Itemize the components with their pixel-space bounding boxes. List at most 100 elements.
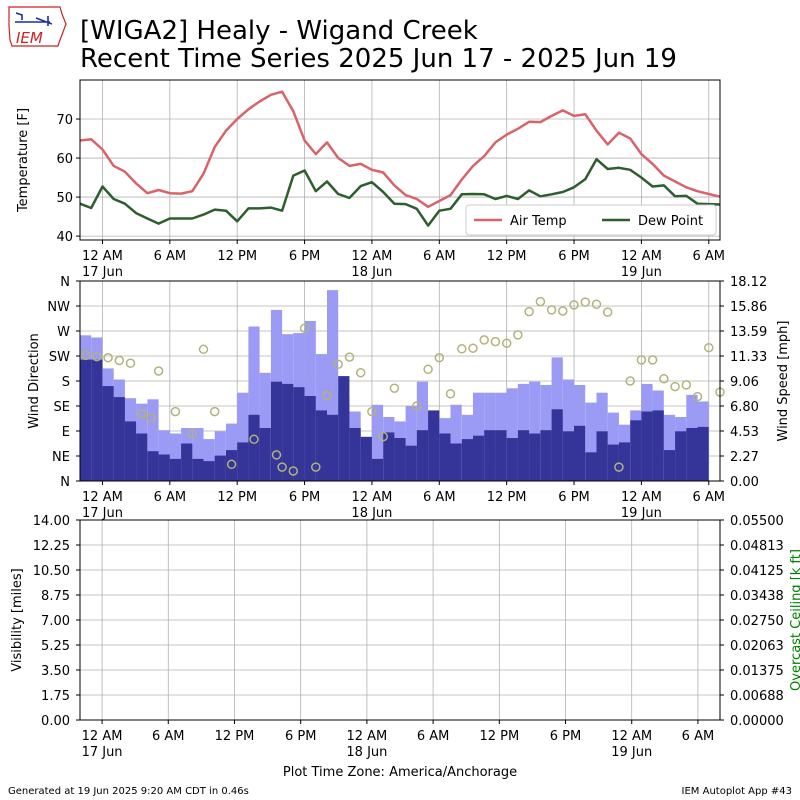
- wind-speed-tick-label: 2.27: [730, 450, 759, 465]
- visibility-tick-label: 14.00: [33, 514, 70, 529]
- wind-speed-bar: [641, 411, 653, 481]
- temperature-plot-frame: [79, 79, 721, 241]
- wind-speed-tick-label: 18.12: [730, 275, 767, 290]
- wind-speed-bar: [383, 432, 395, 481]
- x-tick-label: 6 AM: [682, 729, 715, 744]
- generated-footer: Generated at 19 Jun 2025 9:20 AM CDT in …: [8, 786, 249, 797]
- wind-direction-point: [367, 406, 377, 417]
- wind-speed-axis-label: Wind Speed [mph]: [776, 321, 791, 442]
- x-tick-label: 12 AM: [346, 729, 387, 744]
- wind-speed-bar: [562, 431, 574, 481]
- wind-direction-point: [670, 381, 680, 392]
- dew-point-line: [79, 157, 721, 227]
- wind-direction-point: [187, 429, 198, 439]
- visibility-tick-label: 1.75: [41, 689, 70, 704]
- wind-direction-point: [535, 296, 546, 307]
- wind-direction-tick-label: NW: [47, 300, 70, 315]
- ceiling-tick-label: 0.00000: [730, 714, 784, 729]
- x-tick-label: 6 AM: [152, 729, 185, 744]
- wind-direction-point: [103, 352, 113, 363]
- wind-panel: N NE E SE S SW W NW N 0.00 2.27 4.53 6.80 9.06 11.33 1…: [27, 275, 791, 521]
- wind-speed-bar: [270, 381, 283, 481]
- wind-speed-bar: [259, 428, 271, 481]
- wind-gust-bar: [327, 290, 339, 481]
- wind-speed-bar: [136, 433, 148, 481]
- wind-speed-bar: [596, 431, 608, 481]
- wind-direction-point: [423, 364, 433, 375]
- wind-direction-point: [468, 343, 478, 353]
- wind-direction-point: [681, 380, 692, 390]
- wind-speed-bar: [80, 359, 92, 481]
- wind-direction-tick-label: W: [57, 325, 70, 340]
- x-tick-label: 12 AM: [352, 490, 393, 505]
- temperature-ytick-label: 40: [56, 230, 73, 245]
- wind-direction-point: [445, 389, 456, 399]
- wind-speed-bar: [169, 458, 181, 481]
- wind-direction-tick-label: SW: [49, 350, 70, 365]
- wind-direction-point: [125, 358, 136, 368]
- wind-direction-point: [137, 409, 147, 419]
- wind-speed-bar: [147, 451, 159, 481]
- time-zone-label: Plot Time Zone: America/Anchorage: [283, 765, 517, 780]
- temperature-ytick-label: 60: [56, 152, 73, 167]
- wind-direction-point: [558, 306, 568, 316]
- wind-speed-bar: [214, 455, 226, 481]
- temperature-legend: Air Temp Dew Point: [465, 204, 717, 236]
- wind-direction-point: [602, 307, 613, 317]
- temperature-ytick-label: 70: [56, 113, 73, 128]
- wind-speed-bar: [517, 430, 530, 481]
- temperature-ytick-label: 50: [56, 191, 73, 206]
- logo-symbol-icon: [15, 12, 53, 26]
- wind-speed-bar: [630, 420, 642, 481]
- wind-direction-point: [513, 330, 523, 340]
- wind-speed-bar: [293, 387, 305, 481]
- wind-gust-bar: [529, 381, 541, 481]
- x-tick-label: 12 PM: [479, 729, 519, 744]
- x-tick-date-label: 17 Jun: [82, 745, 123, 760]
- iem-logo: IEM: [8, 6, 67, 47]
- x-tick-label: 6 AM: [417, 729, 450, 744]
- wind-direction-tick-label: SE: [54, 400, 70, 415]
- legend-dew-point-label: Dew Point: [638, 214, 703, 229]
- x-tick-label: 12 AM: [82, 490, 123, 505]
- x-tick-label: 6 PM: [558, 490, 589, 505]
- wind-speed-bar: [484, 430, 496, 481]
- visibility-tick-label: 5.25: [41, 639, 70, 654]
- wind-speed-bar: [102, 386, 114, 481]
- wind-direction-point: [580, 297, 591, 307]
- wind-speed-tick-label: 6.80: [730, 400, 759, 415]
- wind-speed-bar: [551, 409, 563, 481]
- wind-speed-bar: [360, 436, 372, 481]
- x-tick-label: 12 AM: [621, 490, 662, 505]
- x-tick-label: 6 AM: [693, 490, 726, 505]
- wind-speed-bar: [237, 442, 249, 481]
- visibility-tick-label: 8.75: [41, 589, 70, 604]
- wind-speed-bar: [203, 461, 215, 481]
- visibility-tick-label: 3.50: [41, 664, 70, 679]
- wind-speed-bar: [394, 438, 406, 481]
- logo-text: IEM: [16, 29, 43, 47]
- x-tick-label: 6 PM: [558, 249, 589, 264]
- visibility-tick-label: 12.25: [33, 539, 70, 554]
- wind-speed-tick-label: 9.06: [730, 375, 759, 390]
- wind-speed-tick-label: 15.86: [730, 300, 767, 315]
- app-footer: IEM Autoplot App #43: [682, 786, 792, 797]
- wind-speed-bar: [618, 442, 631, 481]
- x-tick-label: 12 AM: [82, 249, 123, 264]
- wind-speed-bar: [91, 359, 103, 481]
- wind-direction-point: [501, 338, 512, 348]
- x-tick-label: 6 PM: [285, 729, 316, 744]
- ceiling-tick-label: 0.04813: [730, 539, 784, 554]
- wind-direction-point: [625, 376, 635, 386]
- wind-speed-bar: [181, 443, 193, 481]
- wind-gust-bar: [169, 433, 181, 481]
- wind-direction-point: [344, 352, 355, 362]
- wind-direction-point: [80, 350, 91, 361]
- x-tick-label: 6 PM: [550, 729, 581, 744]
- wind-direction-point: [322, 390, 332, 401]
- wind-speed-bar: [461, 439, 473, 481]
- wind-direction-point: [170, 406, 181, 417]
- wind-gust-bar: [147, 399, 159, 481]
- wind-direction-point: [249, 434, 259, 445]
- wind-direction-point: [614, 462, 624, 472]
